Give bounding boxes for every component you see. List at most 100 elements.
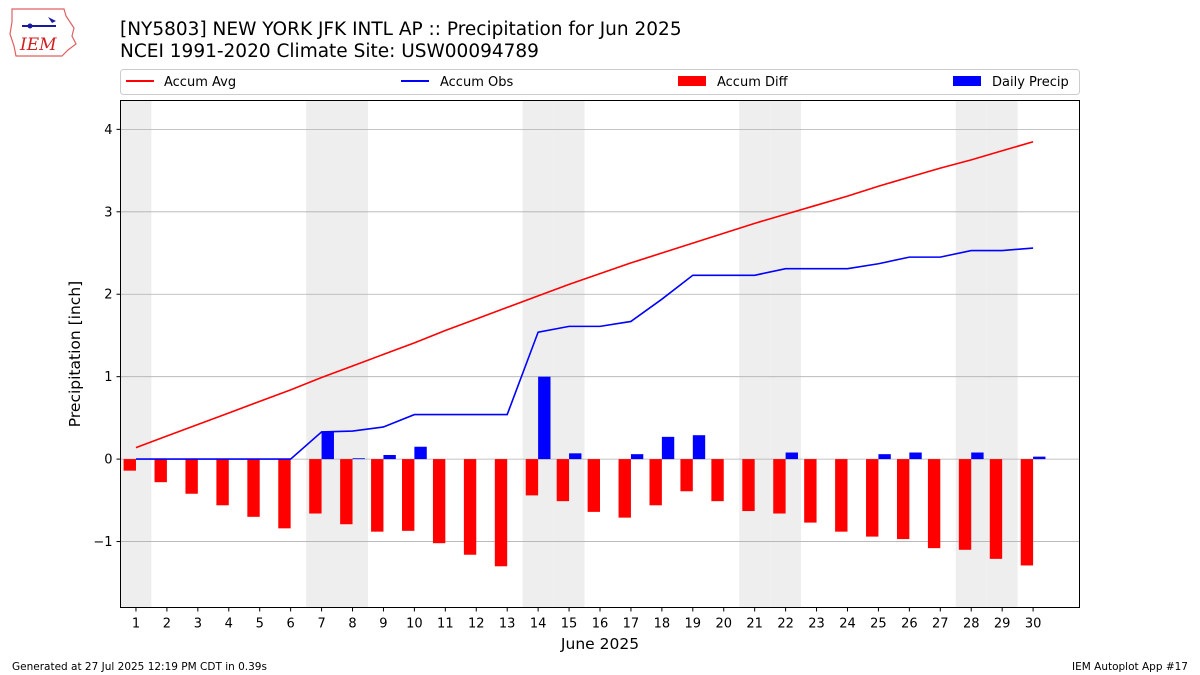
x-tick-label: 11: [437, 617, 454, 632]
x-tick-label: 17: [623, 617, 640, 632]
accum-diff-bar-day-24: [835, 459, 848, 532]
x-axis-ticks: 1 2 3 4 5 6 7 8 9 10 11 12 13 14 15 16 17 18 19 20 21 22 23 24 2…: [132, 607, 1042, 632]
accum-diff-bar-day-14: [525, 459, 539, 496]
chart-subtitle: NCEI 1991-2020 Climate Site: USW00094789: [120, 41, 539, 62]
x-tick-label: 12: [468, 617, 485, 632]
accum-diff-bar-day-18: [649, 459, 662, 506]
x-tick-label: 28: [963, 617, 980, 632]
daily-precip-bar-day-30: [1033, 456, 1046, 460]
x-tick-label: 5: [256, 617, 264, 632]
daily-precip-bar-day-17: [630, 454, 644, 460]
accum-diff-bar-day-11: [432, 459, 446, 544]
x-tick-label: 23: [808, 617, 825, 632]
daily-precip-bar-day-19: [692, 435, 706, 460]
y-axis-ticks: −1 0 1 2 3 4: [93, 123, 121, 550]
accum-diff-bar-day-4: [216, 459, 229, 506]
daily-precip-bar-day-8: [352, 458, 365, 460]
weekend-shade-day-8: [337, 100, 368, 608]
daily-precip-bar-day-18: [661, 436, 675, 460]
logo-text: IEM: [19, 35, 57, 55]
weekend-shade-day-1: [120, 100, 152, 608]
accum-diff-bar-day-25: [866, 459, 879, 537]
y-tick-label: 1: [104, 370, 112, 385]
x-tick-label: 18: [654, 617, 671, 632]
x-tick-label: 19: [685, 617, 702, 632]
x-tick-label: 10: [406, 617, 423, 632]
x-tick-label: 20: [715, 617, 732, 632]
weekend-shade-day-7: [306, 100, 338, 608]
daily-precip-bar-day-7: [321, 431, 334, 460]
daily-precip-bar-day-10: [414, 446, 427, 460]
station-dot-icon: [27, 23, 33, 29]
footer-generated: Generated at 27 Jul 2025 12:19 PM CDT in…: [12, 661, 267, 673]
x-tick-label: 22: [777, 617, 794, 632]
legend-swatch-accum-diff: [678, 76, 706, 86]
footer-app: IEM Autoplot App #17: [1072, 661, 1188, 673]
accum-diff-bar-day-26: [896, 459, 910, 540]
y-axis-label: Precipitation [inch]: [66, 281, 84, 427]
accum-diff-bar-day-19: [680, 459, 693, 492]
accum-diff-bar-day-28: [958, 459, 972, 550]
weekend-shade-day-15: [553, 100, 585, 608]
accum-diff-bar-day-10: [402, 459, 415, 531]
accum-diff-bar-day-13: [494, 459, 508, 567]
x-tick-label: 26: [901, 617, 918, 632]
accum-diff-bar-day-6: [278, 459, 291, 529]
accum-diff-bar-day-30: [1020, 459, 1034, 566]
y-tick-label: 2: [104, 288, 112, 303]
accum-obs-line: [135, 247, 1034, 460]
accum-diff-bar-day-27: [927, 459, 941, 549]
accum-diff-bar-day-12: [463, 459, 477, 555]
daily-precip-bar-day-26: [909, 452, 922, 460]
weekend-shade-day-22: [770, 100, 802, 608]
x-tick-label: 29: [994, 617, 1011, 632]
daily-precip-bars: [321, 376, 1046, 460]
x-tick-label: 25: [870, 617, 887, 632]
accum-diff-bar-day-20: [711, 459, 724, 502]
weekend-shade-day-14: [522, 100, 554, 608]
accum-diff-bar-day-1: [123, 459, 136, 471]
legend-label-daily-precip: Daily Precip: [992, 75, 1069, 90]
x-tick-label: 13: [499, 617, 516, 632]
weekend-shade-day-21: [739, 100, 771, 608]
x-tick-label: 6: [287, 617, 295, 632]
legend: Accum Avg Accum Obs Accum Diff Daily Pre…: [120, 69, 1080, 95]
x-tick-label: 15: [561, 617, 578, 632]
accum-diff-bar-day-8: [340, 459, 353, 525]
x-tick-label: 14: [530, 617, 547, 632]
x-axis-label: June 2025: [560, 635, 639, 653]
accum-diff-bar-day-5: [247, 459, 260, 517]
x-tick-label: 2: [163, 617, 171, 632]
x-tick-label: 21: [746, 617, 763, 632]
x-tick-label: 7: [317, 617, 325, 632]
x-tick-label: 24: [839, 617, 856, 632]
x-tick-label: 27: [932, 617, 949, 632]
x-tick-label: 9: [379, 617, 387, 632]
wind-vane-icon: [48, 17, 56, 23]
accum-diff-bar-day-2: [154, 459, 167, 483]
daily-precip-bar-day-28: [971, 452, 984, 460]
x-tick-label: 30: [1025, 617, 1042, 632]
accum-diff-bar-day-7: [309, 459, 322, 514]
x-tick-label: 8: [348, 617, 356, 632]
accum-diff-bar-day-15: [556, 459, 570, 502]
iowa-outline-icon: [9, 8, 77, 57]
x-tick-label: 4: [225, 617, 233, 632]
y-tick-label: 0: [104, 453, 112, 468]
accum-diff-bar-day-21: [742, 459, 755, 512]
weekend-shading: [120, 100, 1018, 608]
accum-diff-bar-day-9: [371, 459, 384, 532]
accum-diff-bar-day-23: [804, 459, 817, 523]
legend-frame: [120, 69, 1080, 95]
accum-lines: [135, 140, 1034, 460]
daily-precip-bar-day-25: [878, 454, 891, 460]
accum-diff-bar-day-22: [773, 459, 786, 514]
daily-precip-bar-day-9: [383, 454, 396, 460]
legend-label-accum-diff: Accum Diff: [717, 75, 789, 90]
iem-logo: IEM: [9, 8, 77, 57]
daily-precip-bar-day-14: [538, 376, 551, 460]
legend-label-accum-avg: Accum Avg: [164, 75, 236, 90]
y-tick-label: 3: [104, 205, 112, 220]
x-tick-label: 16: [592, 617, 609, 632]
